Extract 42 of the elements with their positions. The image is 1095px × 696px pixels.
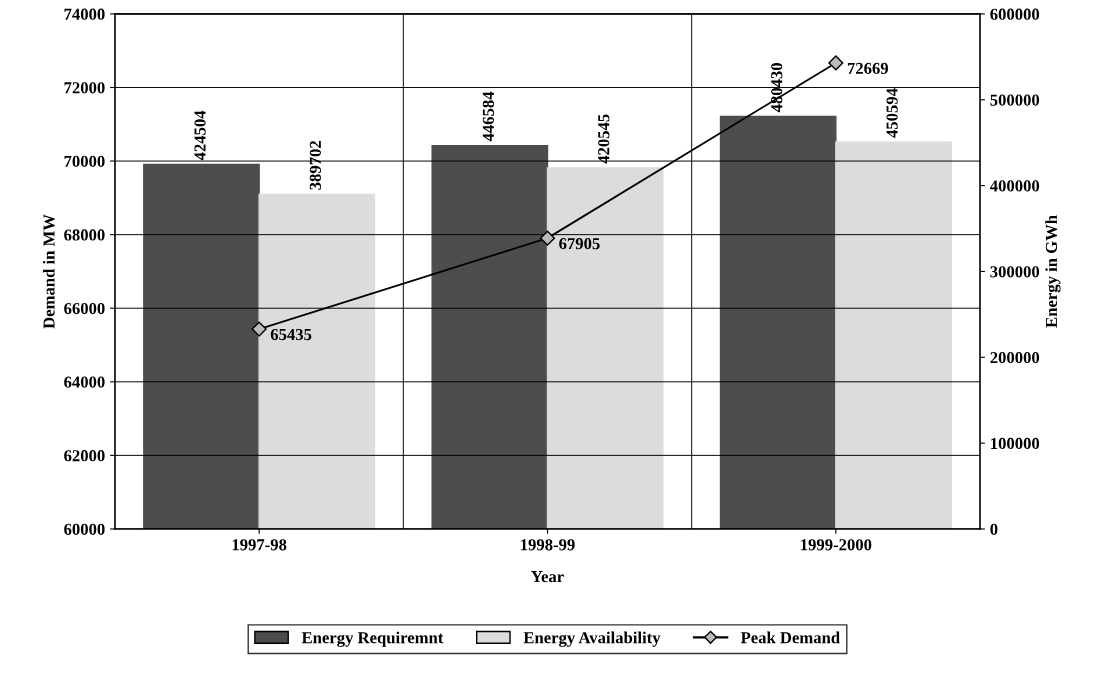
y2-tick-label: 200000 bbox=[990, 351, 1040, 364]
y2-tick-label: 600000 bbox=[990, 8, 1040, 20]
bar bbox=[431, 144, 549, 529]
point bbox=[828, 55, 844, 71]
x-axis-title: Year bbox=[531, 571, 564, 583]
y2-tick-label: 0 bbox=[990, 523, 998, 535]
data-label: 450594 bbox=[886, 88, 898, 138]
data-label: 389702 bbox=[309, 140, 321, 190]
y-axis-title: Demand in MW bbox=[42, 214, 55, 329]
data-label: 480430 bbox=[771, 63, 783, 113]
y2-tick-label: 500000 bbox=[990, 94, 1040, 106]
y-tick-label: 64000 bbox=[64, 376, 105, 388]
data-label: 65435 bbox=[270, 328, 312, 341]
y-tick-label: 74000 bbox=[64, 8, 105, 20]
bar bbox=[258, 193, 376, 529]
y2-tick-label: 300000 bbox=[990, 266, 1040, 278]
data-label: 67905 bbox=[559, 238, 600, 250]
legend-label: Energy Availability bbox=[523, 631, 661, 647]
y2-tick-label: 100000 bbox=[991, 437, 1040, 450]
y-tick-label: 66000 bbox=[64, 302, 105, 315]
point bbox=[539, 230, 556, 246]
y2-tick-label: 400000 bbox=[989, 180, 1040, 192]
x-tick-label: 1997-98 bbox=[232, 539, 287, 551]
x-tick-label: 1999-2000 bbox=[801, 539, 872, 551]
y-tick-label: 60000 bbox=[64, 523, 105, 535]
y-tick-label: 72000 bbox=[64, 82, 105, 94]
bar bbox=[835, 141, 952, 529]
y-tick-label: 62000 bbox=[64, 450, 105, 462]
y2-axis-title: Energy in GWh bbox=[1045, 215, 1061, 328]
legend-label: Peak Demand bbox=[740, 631, 840, 644]
bar bbox=[546, 167, 664, 529]
x-tick-label: 1998-99 bbox=[521, 539, 575, 551]
point bbox=[251, 321, 267, 337]
data-label: 446584 bbox=[482, 91, 494, 142]
legend-label: Energy Requiremnt bbox=[301, 631, 444, 647]
bar bbox=[143, 163, 260, 529]
bar bbox=[719, 115, 837, 529]
data-label: 420545 bbox=[598, 114, 610, 164]
y-tick-label: 68000 bbox=[64, 229, 105, 241]
data-label: 72669 bbox=[847, 62, 889, 74]
data-label: 424504 bbox=[194, 110, 206, 161]
y-tick-label: 70000 bbox=[64, 155, 105, 168]
